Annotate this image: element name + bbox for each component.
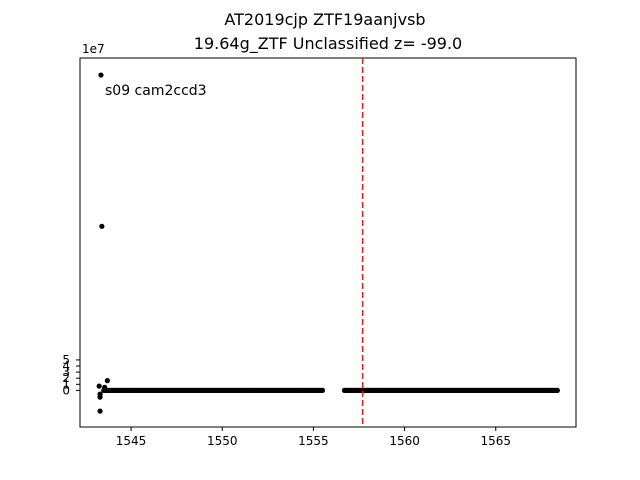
chart-title: AT2019cjp ZTF19aanjvsb (224, 10, 425, 29)
data-point (104, 378, 110, 384)
data-point (97, 408, 103, 414)
data-point (96, 383, 102, 389)
x-tick-label: 1555 (298, 434, 329, 448)
x-tick-label: 1550 (207, 434, 238, 448)
y-tick-label: 4 (62, 359, 70, 373)
y-scale-label: 1e7 (82, 42, 105, 56)
x-axis: 1545 1550 1555 1560 1565 (116, 427, 511, 448)
y-tick-label: 2 (62, 371, 70, 385)
data-points (96, 72, 561, 414)
y-tick-label: 1 (62, 377, 70, 391)
data-point (102, 384, 108, 390)
plot-frame (79, 57, 577, 428)
data-point (97, 394, 103, 400)
data-point (99, 223, 105, 229)
y-tick-label: 0 (62, 383, 70, 397)
y-tick-label: 5 (62, 353, 70, 367)
data-point (554, 387, 561, 394)
chart-subtitle: 19.64g_ZTF Unclassified z= -99.0 (194, 34, 462, 54)
x-tick-label: 1565 (480, 434, 511, 448)
x-tick-label: 1560 (389, 434, 420, 448)
x-tick-label: 1545 (116, 434, 147, 448)
data-point (98, 72, 104, 78)
data-point (319, 387, 326, 394)
y-tick-label: 3 (62, 365, 70, 379)
ccd-annotation: s09 cam2ccd3 (105, 83, 207, 99)
